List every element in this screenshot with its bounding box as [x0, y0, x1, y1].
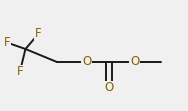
Text: F: F — [4, 36, 10, 49]
Text: O: O — [82, 56, 91, 68]
Text: F: F — [35, 27, 42, 40]
Text: O: O — [104, 81, 113, 94]
Text: O: O — [130, 56, 139, 68]
Text: F: F — [17, 65, 23, 78]
